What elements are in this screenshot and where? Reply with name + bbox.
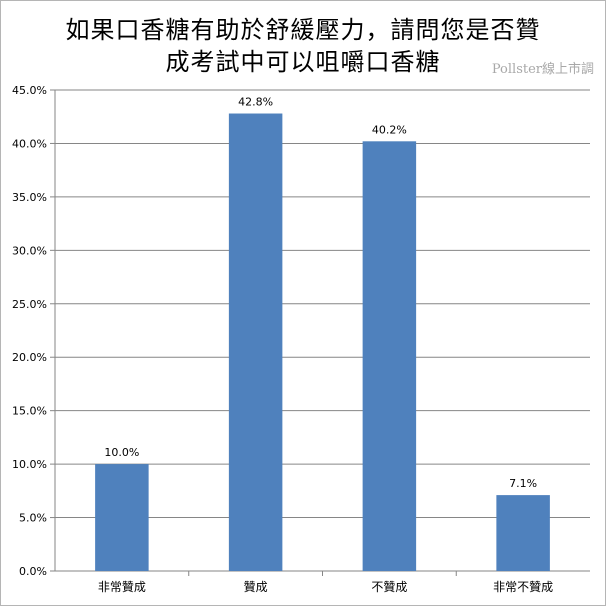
watermark: Pollster線上市調 (491, 62, 594, 77)
y-tick-label: 10.0% (12, 458, 47, 471)
y-tick-label: 35.0% (12, 191, 47, 204)
y-tick-label: 30.0% (12, 244, 47, 257)
bar (362, 141, 417, 571)
x-tick-label: 不贊成 (371, 580, 407, 594)
y-tick-label: 5.0% (19, 512, 47, 525)
y-tick-label: 40.0% (12, 137, 47, 150)
x-tick-label: 非常不贊成 (493, 580, 553, 594)
y-tick-label: 15.0% (12, 405, 47, 418)
bar (228, 113, 283, 571)
data-label: 40.2% (372, 123, 407, 136)
y-tick-label: 25.0% (12, 298, 47, 311)
bar (496, 495, 550, 571)
bar (95, 464, 149, 571)
data-label: 10.0% (104, 446, 139, 459)
chart-title-line1: 如果口香糖有助於舒緩壓力，請問您是否贊 (65, 16, 541, 44)
x-tick-label: 贊成 (244, 580, 268, 594)
data-label: 42.8% (238, 96, 273, 109)
y-tick-label: 0.0% (19, 565, 47, 578)
data-label: 7.1% (509, 477, 537, 490)
y-tick-label: 45.0% (12, 84, 47, 97)
x-tick-label: 非常贊成 (98, 580, 146, 594)
chart-title-line2: 成考試中可以咀嚼口香糖 (165, 48, 441, 76)
y-tick-label: 20.0% (12, 351, 47, 364)
